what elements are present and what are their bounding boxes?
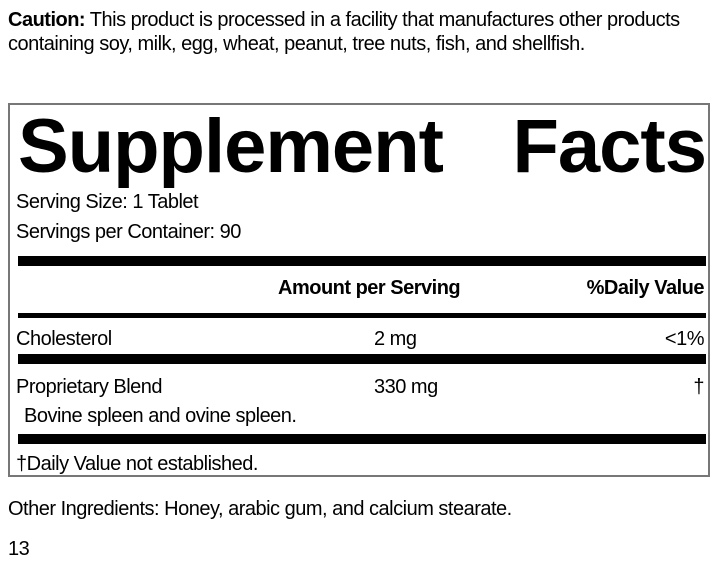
row-amount-proprietary-blend: 330 mg [374,376,438,398]
caution-text: This product is processed in a facility … [8,9,680,55]
divider-thick [18,354,706,364]
divider-thick [18,256,706,266]
row-dv-proprietary-blend: † [693,376,704,398]
supplement-facts-panel: Supplement Facts Serving Size: 1 Tablet … [8,103,710,477]
other-ingredients: Other Ingredients: Honey, arabic gum, an… [8,498,512,520]
divider-medium [18,313,706,318]
row-name-cholesterol: Cholesterol [16,328,112,350]
serving-size: Serving Size: 1 Tablet [16,191,199,213]
header-amount: Amount per Serving [278,277,461,299]
row-amount-cholesterol: 2 mg [374,328,417,350]
divider-thick [18,434,706,444]
row-name-proprietary-blend: Proprietary Blend [16,376,163,398]
page-number: 13 [8,538,30,560]
caution-statement: Caution: This product is processed in a … [8,8,708,56]
panel-title: Supplement Facts [18,104,707,189]
row-dv-cholesterol: <1% [664,328,705,350]
title-word-supplement: Supplement [18,104,444,189]
title-word-facts: Facts [512,104,707,189]
footnote: †Daily Value not established. [16,453,258,475]
servings-per-container: Servings per Container: 90 [16,221,241,243]
caution-label: Caution: [8,9,86,31]
header-daily-value: %Daily Value [586,277,705,299]
row-sub-proprietary-blend: Bovine spleen and ovine spleen. [24,405,297,427]
